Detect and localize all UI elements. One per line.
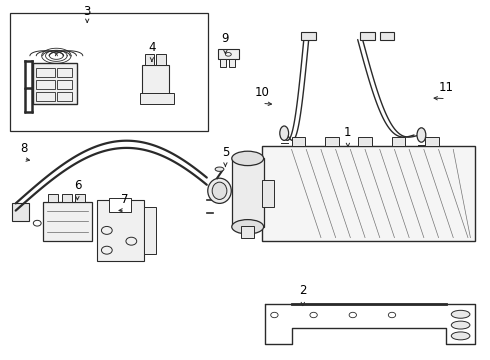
Bar: [425, 137, 439, 146]
Text: 9: 9: [221, 32, 229, 45]
Bar: [380, 32, 394, 40]
Text: 4: 4: [148, 41, 156, 54]
Bar: [75, 194, 85, 202]
Ellipse shape: [212, 182, 227, 199]
Bar: [392, 137, 405, 146]
Ellipse shape: [280, 126, 289, 140]
Ellipse shape: [451, 310, 470, 318]
Ellipse shape: [215, 167, 224, 171]
Bar: [57, 92, 72, 101]
Bar: [292, 137, 305, 146]
Bar: [33, 63, 77, 104]
Ellipse shape: [451, 332, 470, 340]
Bar: [144, 207, 156, 254]
Bar: [109, 198, 131, 212]
Bar: [48, 194, 58, 202]
Bar: [36, 68, 55, 77]
Text: 3: 3: [83, 5, 91, 18]
Text: 11: 11: [439, 81, 453, 94]
Bar: [262, 180, 274, 207]
Bar: [156, 54, 166, 65]
Text: 6: 6: [74, 179, 81, 192]
Bar: [145, 54, 154, 65]
Bar: [36, 92, 55, 101]
Bar: [36, 80, 55, 89]
Bar: [325, 137, 339, 146]
Ellipse shape: [232, 151, 264, 166]
Bar: [358, 137, 372, 146]
Bar: [10, 13, 208, 131]
Bar: [142, 65, 169, 94]
Bar: [43, 202, 92, 241]
Bar: [140, 93, 174, 104]
Ellipse shape: [417, 128, 426, 142]
Ellipse shape: [451, 321, 470, 329]
Bar: [97, 200, 144, 261]
Bar: [241, 226, 254, 238]
Bar: [360, 32, 375, 40]
Bar: [62, 194, 72, 202]
Text: 1: 1: [344, 126, 352, 139]
Bar: [220, 59, 226, 67]
Text: 2: 2: [299, 284, 307, 297]
Ellipse shape: [232, 220, 264, 234]
Ellipse shape: [208, 178, 231, 203]
Bar: [262, 146, 475, 241]
Bar: [229, 59, 235, 67]
Bar: [12, 203, 29, 221]
Text: 5: 5: [221, 146, 229, 159]
Text: 7: 7: [121, 193, 129, 206]
Text: 10: 10: [255, 86, 270, 99]
Bar: [57, 68, 72, 77]
Text: 8: 8: [20, 142, 27, 155]
Bar: [218, 49, 239, 59]
Bar: [232, 158, 264, 227]
Bar: [301, 32, 316, 40]
Bar: [57, 80, 72, 89]
